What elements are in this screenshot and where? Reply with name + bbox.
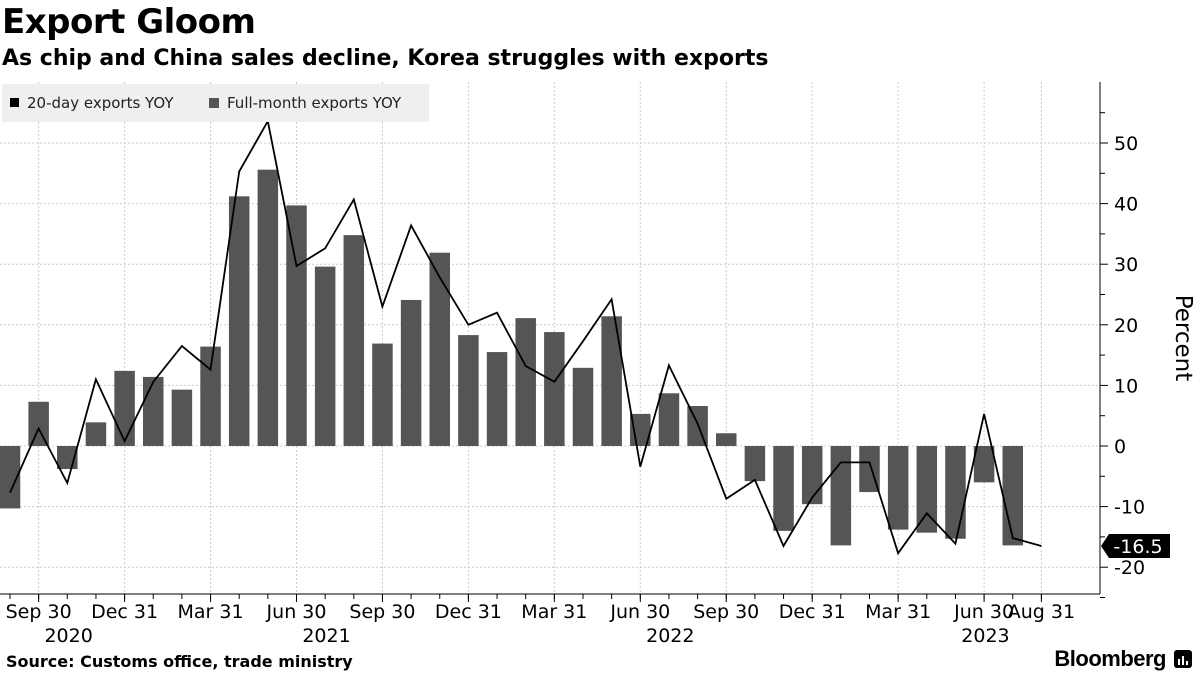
bar <box>830 446 852 546</box>
bar <box>945 446 966 539</box>
x-tick-label: Sep 30 <box>6 601 72 623</box>
bar <box>0 446 21 509</box>
chart-title: Export Gloom <box>2 2 256 42</box>
series-line-20-day <box>9 118 1042 556</box>
last-value-label: -16.5 <box>1113 536 1162 558</box>
bar <box>143 376 164 446</box>
bar <box>601 316 622 446</box>
x-tick-label: Mar 31 <box>521 601 587 623</box>
bar <box>372 343 393 446</box>
bar <box>744 446 766 482</box>
bar <box>400 299 422 446</box>
line-series <box>9 118 1042 556</box>
x-tick-label: Jun 30 <box>953 601 1014 623</box>
bar <box>773 446 794 531</box>
legend-label-bar: Full-month exports YOY <box>227 94 402 112</box>
bar <box>114 370 135 446</box>
legend: 20-day exports YOY Full-month exports YO… <box>2 84 429 122</box>
x-axis: Sep 30 Dec 31 Mar 31 Jun 30 Sep 30 Dec 31 Mar … <box>0 593 1100 647</box>
bar <box>887 446 909 530</box>
bar <box>1002 446 1023 546</box>
x-tick-label: Dec 31 <box>779 601 846 623</box>
x-tick-label: Dec 31 <box>435 601 502 623</box>
bar <box>658 393 680 446</box>
bar <box>28 401 49 446</box>
x-year-label: 2023 <box>961 625 1009 647</box>
x-tick-label: Mar 31 <box>178 601 244 623</box>
x-year-label: 2020 <box>44 625 92 647</box>
x-tick-label: Sep 30 <box>349 601 415 623</box>
y-tick-label: 10 <box>1114 375 1138 397</box>
bar-series <box>0 169 1023 546</box>
x-year-label: 2022 <box>646 625 694 647</box>
x-tick-label: Mar 31 <box>865 601 931 623</box>
y-tick-label: -20 <box>1114 557 1145 579</box>
bar <box>458 335 479 446</box>
bar <box>286 205 307 446</box>
bloomberg-logo: Bloomberg <box>1054 646 1166 671</box>
x-year-label: 2021 <box>302 625 350 647</box>
bar <box>973 446 995 483</box>
bar <box>515 318 536 446</box>
y-axis-title: Percent <box>1170 295 1196 382</box>
bar <box>572 367 594 446</box>
bar <box>314 266 336 446</box>
bar <box>171 389 193 446</box>
bar <box>544 332 565 446</box>
bar <box>716 433 737 446</box>
y-tick-label: 40 <box>1114 194 1138 216</box>
last-value-callout <box>1101 533 1170 558</box>
y-tick-label: 50 <box>1114 133 1138 155</box>
bar <box>343 235 365 446</box>
x-tick-label: Aug 31 <box>1008 601 1075 623</box>
y-tick-label: -10 <box>1114 497 1145 519</box>
x-tick-label: Jun 30 <box>266 601 327 623</box>
y-tick-label: 0 <box>1114 436 1126 458</box>
chart-subtitle: As chip and China sales decline, Korea s… <box>2 46 769 71</box>
legend-swatch-bar <box>209 98 219 108</box>
y-tick-label: 20 <box>1114 315 1138 337</box>
bar <box>257 169 279 446</box>
bar <box>200 346 221 446</box>
y-tick-label: 30 <box>1114 254 1138 276</box>
bar <box>916 446 938 533</box>
bar <box>85 422 107 446</box>
x-tick-label: Dec 31 <box>91 601 158 623</box>
bar <box>486 352 508 446</box>
source-note: Source: Customs office, trade ministry <box>6 652 353 671</box>
bloomberg-chart-icon <box>1174 650 1192 668</box>
bar <box>801 446 823 505</box>
x-tick-label: Sep 30 <box>693 601 759 623</box>
bar <box>429 252 450 446</box>
y-axis: -20 -10 0 10 20 30 40 50 -16.5 <box>1099 82 1170 598</box>
bar <box>228 196 250 446</box>
legend-label-line: 20-day exports YOY <box>27 94 174 112</box>
legend-swatch-line <box>10 98 19 107</box>
x-tick-label: Jun 30 <box>609 601 670 623</box>
